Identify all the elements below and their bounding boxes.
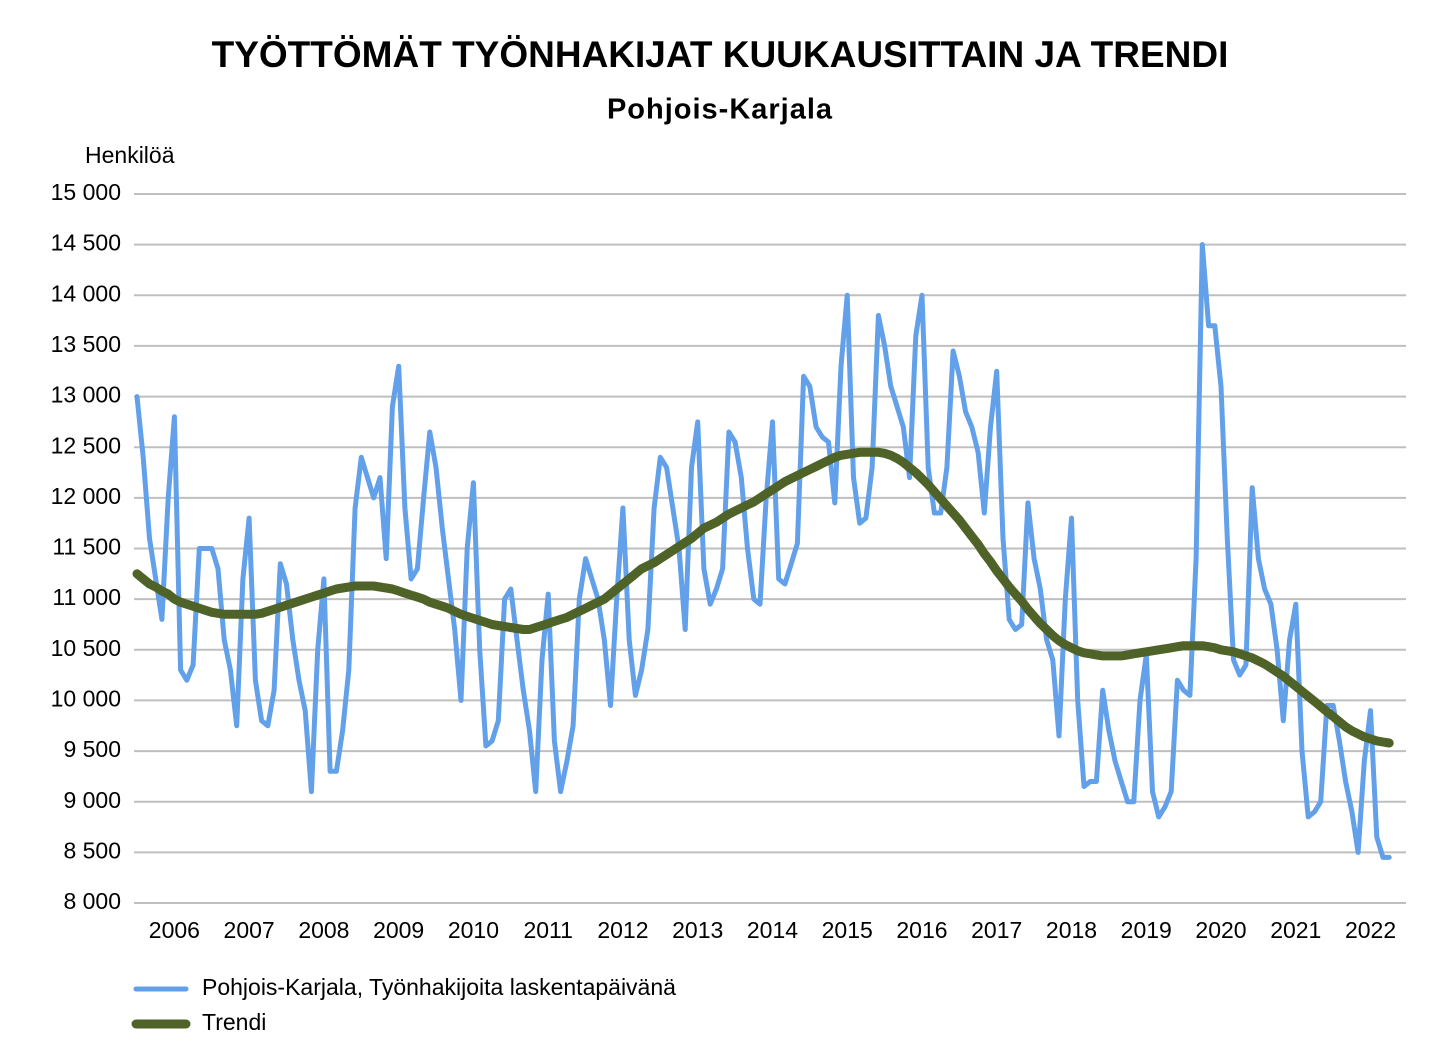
legend-label: Trendi [202, 1009, 266, 1035]
y-tick-label: 8 000 [63, 888, 121, 914]
y-tick-label: 9 500 [63, 736, 121, 762]
y-tick-label: 14 000 [51, 280, 121, 306]
x-tick-label: 2008 [298, 917, 349, 943]
x-tick-label: 2022 [1345, 917, 1396, 943]
y-tick-label: 15 000 [51, 179, 121, 205]
x-tick-label: 2006 [149, 917, 200, 943]
x-tick-label: 2007 [224, 917, 275, 943]
x-tick-label: 2014 [747, 917, 798, 943]
chart-title: TYÖTTÖMÄT TYÖNHAKIJAT KUUKAUSITTAIN JA T… [212, 34, 1229, 75]
y-tick-label: 12 500 [51, 432, 121, 458]
y-tick-label: 13 500 [51, 331, 121, 357]
y-tick-label: 14 500 [51, 230, 121, 256]
legend-label: Pohjois-Karjala, Työnhakijoita laskentap… [202, 974, 676, 1000]
x-tick-label: 2013 [672, 917, 723, 943]
x-tick-label: 2021 [1270, 917, 1321, 943]
y-axis-label: Henkilöä [85, 142, 175, 168]
data-line [132, 447, 1394, 748]
y-tick-label: 11 500 [52, 534, 121, 560]
x-tick-label: 2012 [597, 917, 648, 943]
x-tick-label: 2015 [822, 917, 873, 943]
chart-subtitle: Pohjois-Karjala [607, 94, 833, 126]
y-tick-label: 11 000 [52, 584, 121, 610]
x-tick-label: 2016 [896, 917, 947, 943]
y-tick-label: 10 500 [51, 635, 121, 661]
x-tick-label: 2017 [971, 917, 1022, 943]
x-tick-label: 2010 [448, 917, 499, 943]
x-tick-label: 2019 [1121, 917, 1172, 943]
data-line [134, 242, 1392, 860]
y-tick-label: 8 500 [63, 837, 121, 863]
y-tick-label: 10 000 [51, 686, 121, 712]
x-tick-label: 2020 [1195, 917, 1246, 943]
y-tick-label: 12 000 [51, 483, 121, 509]
x-tick-label: 2009 [373, 917, 424, 943]
x-tick-label: 2018 [1046, 917, 1097, 943]
y-tick-label: 13 000 [51, 382, 121, 408]
y-tick-label: 9 000 [63, 787, 121, 813]
x-tick-label: 2011 [523, 917, 572, 943]
